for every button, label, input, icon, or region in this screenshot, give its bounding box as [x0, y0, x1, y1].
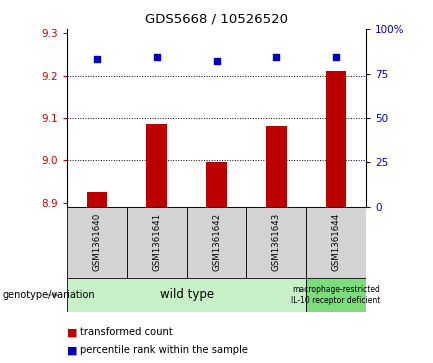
- Bar: [87, 192, 107, 207]
- Bar: [206, 162, 227, 207]
- Text: GSM1361643: GSM1361643: [272, 213, 281, 272]
- Point: [213, 58, 220, 64]
- Bar: [67, 207, 127, 278]
- Bar: [187, 207, 246, 278]
- Text: ■: ■: [67, 327, 78, 337]
- Bar: [127, 207, 187, 278]
- Text: ■: ■: [67, 345, 78, 355]
- Text: GSM1361644: GSM1361644: [332, 213, 340, 272]
- Text: GSM1361641: GSM1361641: [152, 213, 161, 272]
- Bar: [246, 207, 306, 278]
- Point: [273, 54, 280, 60]
- Bar: [306, 207, 366, 278]
- Bar: [306, 278, 366, 312]
- Point: [153, 54, 160, 60]
- Bar: [266, 126, 287, 207]
- Point: [333, 54, 339, 60]
- Text: macrophage-restricted
IL-10 receptor deficient: macrophage-restricted IL-10 receptor def…: [291, 285, 381, 305]
- Text: transformed count: transformed count: [80, 327, 173, 337]
- Text: GSM1361642: GSM1361642: [212, 213, 221, 272]
- Text: percentile rank within the sample: percentile rank within the sample: [80, 345, 248, 355]
- Text: wild type: wild type: [159, 289, 214, 301]
- Bar: [146, 124, 167, 207]
- Bar: [326, 70, 346, 207]
- Point: [94, 56, 100, 62]
- Text: GSM1361640: GSM1361640: [93, 213, 101, 272]
- Text: GDS5668 / 10526520: GDS5668 / 10526520: [145, 13, 288, 26]
- Text: genotype/variation: genotype/variation: [2, 290, 95, 300]
- Bar: [67, 278, 306, 312]
